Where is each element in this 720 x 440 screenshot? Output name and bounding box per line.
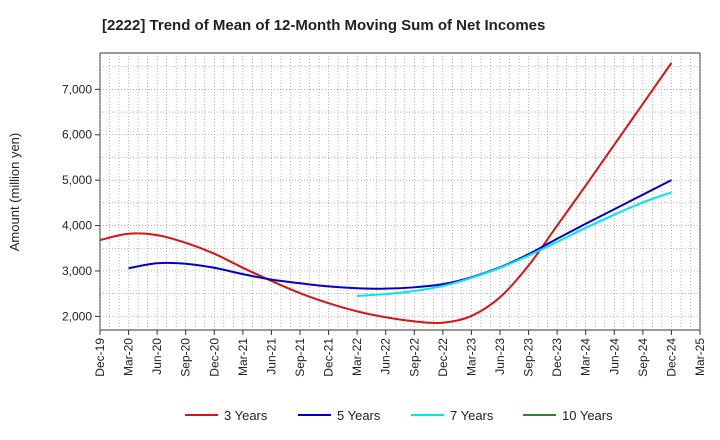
x-tick-label: Jun-21 (264, 338, 278, 375)
x-tick-label: Dec-21 (322, 338, 336, 377)
x-tick-label: Dec-22 (436, 338, 450, 377)
x-tick-label: Sep-24 (636, 338, 650, 377)
series-line-3-years (99, 62, 673, 325)
x-tick-label: Mar-20 (122, 338, 136, 376)
x-tick-label: Mar-21 (236, 338, 250, 376)
series-line-5-years (128, 179, 672, 290)
x-tick-label: Mar-23 (464, 338, 478, 376)
x-tick-label: Dec-19 (93, 338, 107, 377)
x-tick-label: Sep-23 (522, 338, 536, 377)
x-tick-label: Dec-24 (664, 338, 678, 377)
y-tick-label: 3,000 (62, 264, 92, 278)
x-tick-label: Jun-23 (493, 338, 507, 375)
series-line-7-years (357, 191, 672, 297)
legend-label: 5 Years (337, 408, 381, 423)
chart-title: [2222] Trend of Mean of 12-Month Moving … (102, 17, 545, 34)
x-tick-label: Jun-22 (379, 338, 393, 375)
y-tick-label: 4,000 (62, 219, 92, 233)
x-tick-label: Jun-20 (150, 338, 164, 375)
y-tick-label: 5,000 (62, 173, 92, 187)
x-axis-ticks: Dec-19 Mar-20 Jun-20 Sep-20 Dec-20 Mar-21 Jun-… (93, 330, 707, 377)
grid (99, 53, 701, 330)
x-tick-label: Dec-20 (207, 338, 221, 377)
x-tick-label: Jun-24 (607, 338, 621, 375)
y-axis-ticks: 2,000 3,000 4,000 5,000 6,000 7,000 (62, 82, 100, 323)
x-tick-label: Sep-22 (407, 338, 421, 377)
legend: 3 Years 5 Years 7 Years 10 Years (185, 408, 613, 423)
y-tick-label: 6,000 (62, 128, 92, 142)
x-tick-label: Sep-21 (293, 338, 307, 377)
x-tick-label: Mar-22 (350, 338, 364, 376)
plot-area (99, 52, 701, 331)
x-tick-label: Dec-23 (550, 338, 564, 377)
x-tick-label: Mar-24 (579, 338, 593, 376)
x-tick-label: Mar-25 (693, 338, 707, 376)
y-tick-label: 7,000 (62, 82, 92, 96)
legend-label: 3 Years (224, 408, 268, 423)
series-lines (99, 62, 673, 325)
y-tick-label: 2,000 (62, 309, 92, 323)
legend-label: 7 Years (450, 408, 494, 423)
legend-label: 10 Years (562, 408, 613, 423)
y-axis-label: Amount (million yen) (7, 133, 22, 252)
x-tick-label: Sep-20 (179, 338, 193, 377)
